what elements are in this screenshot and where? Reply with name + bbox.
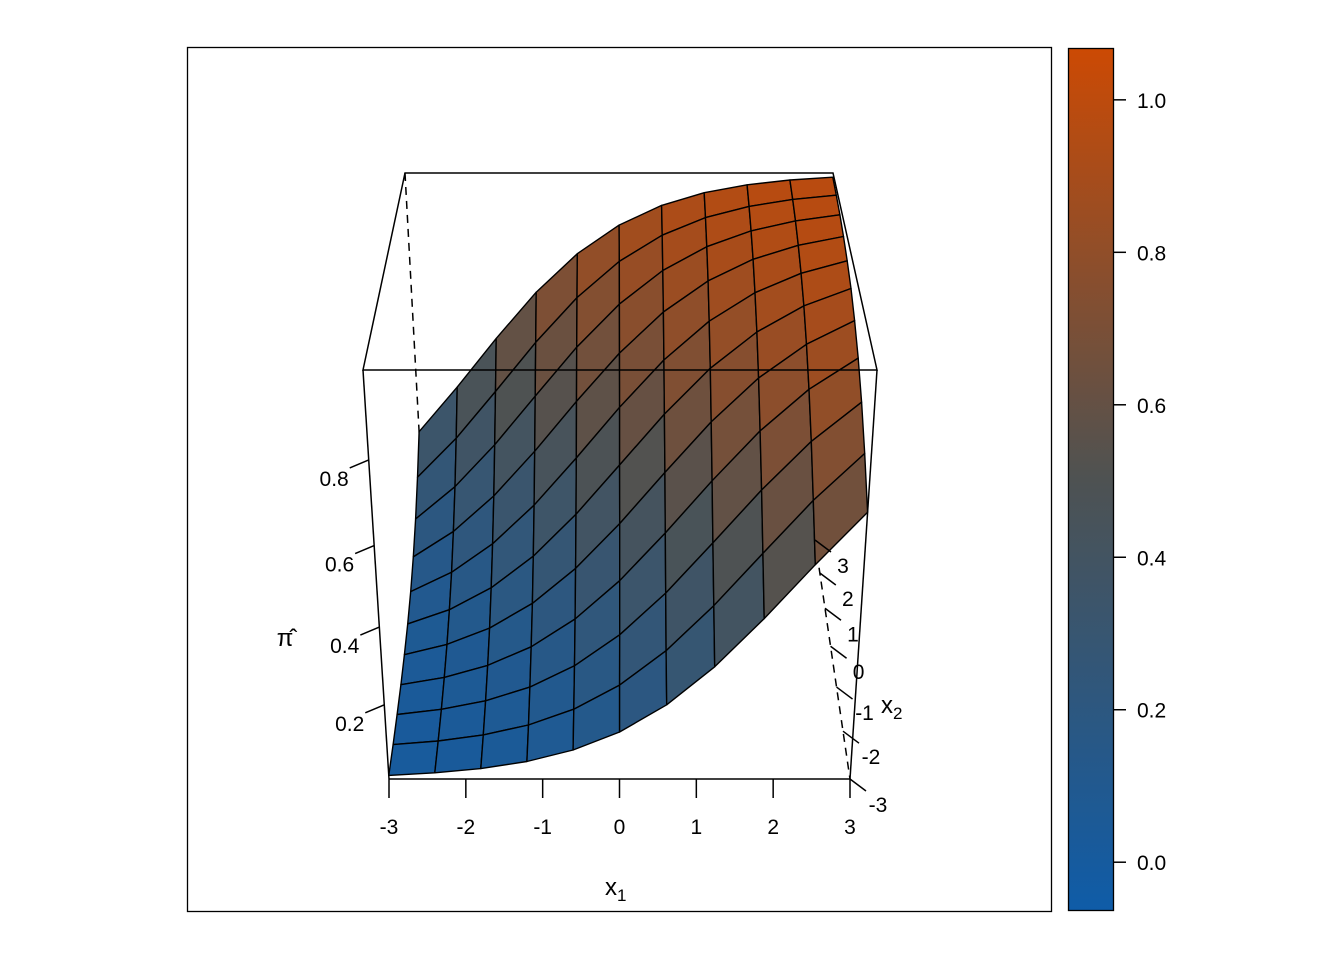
x1-tick-label: 0 [614,816,626,839]
x2-tick-label: 1 [847,623,859,646]
z-tick-label: 0.4 [330,635,360,658]
x1-axis-title: x1 [605,874,626,905]
surface-facet [388,740,439,777]
x2-tick [814,539,832,553]
color-key-tick-label: 0.0 [1137,852,1166,875]
x2-tick-label: -3 [869,794,888,817]
surface-facet [812,452,869,566]
x2-tick-label: 3 [837,555,849,578]
color-key-bar [1067,47,1115,912]
plot-frame [186,46,1053,913]
color-key-tick-label: 0.8 [1137,242,1166,265]
x2-tick-label: -2 [862,746,881,769]
z-tick [360,626,380,636]
box-edge-front-right [849,369,878,780]
x2-tick [824,607,842,621]
x2-tick [836,686,853,700]
x2-tick-label: 0 [853,661,865,684]
z-axis-title: π̂ [277,625,298,652]
x1-tick-label: -3 [380,816,399,839]
z-tick-label: 0.8 [320,468,349,491]
color-key: 0.0 0.2 0.4 0.6 0.8 1.0 [1067,47,1167,912]
hidden-edge-back-left [404,172,426,541]
surface-facet [434,734,484,774]
x1-tick-label: 1 [690,816,702,839]
x1-tick-label: 2 [767,816,779,839]
x2-tick-label: -1 [855,702,874,725]
color-key-tick-label: 0.2 [1137,700,1166,723]
box-edge-front-left [362,369,390,780]
x2-axis-title: x2 [881,692,902,723]
z-tick-label: 0.2 [335,713,364,736]
x1-tick-label: -2 [456,816,475,839]
color-key-tick-label: 1.0 [1137,90,1166,113]
z-tick-label: 0.6 [325,554,354,577]
surface [388,176,869,777]
z-tick [364,704,385,714]
x1-tick-label: 3 [844,816,856,839]
axes: -3 -2 -1 0 1 2 3 -3 -2 -1 0 1 2 3 0.2 0.4 0.6 0.8 [320,459,888,839]
color-key-tick-label: 0.4 [1137,547,1167,570]
x2-tick-label: 2 [842,588,854,611]
z-tick [354,544,375,555]
x2-tick [842,730,860,744]
z-tick [349,459,370,469]
x2-tick [849,778,867,792]
surface-facet [392,708,443,746]
color-key-tick-label: 0.6 [1137,395,1166,418]
x2-tick [819,572,837,586]
box-top-edges [362,172,878,371]
x2-tick [830,645,848,659]
x1-tick-label: -1 [533,816,552,839]
hidden-edge-right-bottom [814,539,851,780]
